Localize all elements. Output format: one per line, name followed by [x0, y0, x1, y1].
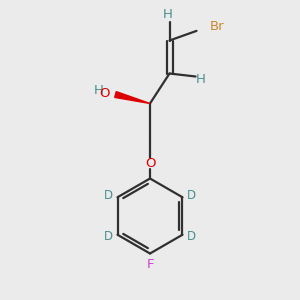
- Text: F: F: [146, 258, 154, 272]
- Text: O: O: [99, 87, 110, 101]
- Polygon shape: [115, 92, 150, 104]
- Text: O: O: [145, 157, 155, 170]
- Text: H: H: [94, 83, 104, 97]
- Text: D: D: [104, 189, 113, 202]
- Text: D: D: [104, 230, 113, 243]
- Text: D: D: [187, 189, 196, 202]
- Text: Br: Br: [210, 20, 225, 33]
- Text: H: H: [196, 73, 206, 86]
- Text: H: H: [163, 8, 173, 21]
- Text: D: D: [187, 230, 196, 243]
